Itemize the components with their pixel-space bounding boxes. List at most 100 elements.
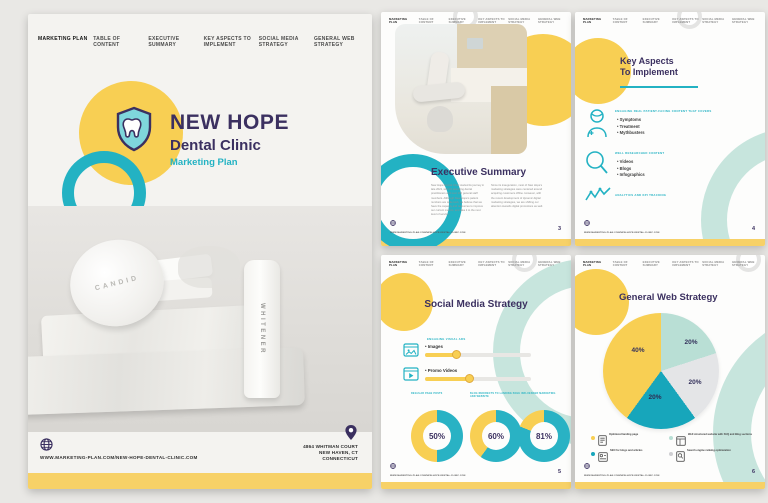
donut-chart-label: INFLUENCER MARKETING bbox=[521, 392, 556, 395]
nav-item-key-aspects[interactable]: KEY ASPECTS TO IMPLEMENT bbox=[478, 260, 505, 268]
nav-item-table-of-content[interactable]: TABLE OF CONTENT bbox=[93, 36, 121, 49]
web-strategy-pie-chart bbox=[603, 313, 719, 429]
tooth-shield-logo-icon bbox=[114, 106, 154, 157]
body-column-2: Since its inauguration, most of New Hope… bbox=[491, 184, 543, 208]
page-title: General Web Strategy bbox=[619, 292, 718, 303]
page-nav: MARKETING PLAN TABLE OF CONTENT EXECUTIV… bbox=[389, 17, 565, 25]
yellow-circle-decoration bbox=[575, 269, 629, 335]
nav-item-executive-summary[interactable]: EXECUTIVE SUMMARY bbox=[642, 260, 660, 268]
legend-item: Optimized landing page bbox=[591, 433, 667, 449]
nav-item-marketing-plan[interactable]: MARKETING PLAN bbox=[389, 17, 408, 25]
ad-type-label: • Images bbox=[425, 344, 443, 349]
slider-fill bbox=[425, 353, 457, 357]
nav-item-marketing-plan[interactable]: MARKETING PLAN bbox=[389, 260, 408, 268]
general-web-strategy-page: MARKETING PLAN TABLE OF CONTENT EXECUTIV… bbox=[575, 255, 765, 489]
yellow-circle-decoration bbox=[575, 38, 631, 104]
page-title: Executive Summary bbox=[431, 167, 527, 178]
nav-item-social-media[interactable]: SOCIAL MEDIA STRATEGY bbox=[508, 260, 531, 268]
doctor-icon bbox=[585, 108, 609, 143]
nav-item-executive-summary[interactable]: EXECUTIVE SUMMARY bbox=[448, 17, 466, 25]
nav-item-social-media[interactable]: SOCIAL MEDIA STRATEGY bbox=[702, 17, 725, 25]
address-line: 4864 WHITMAN COURT bbox=[303, 444, 358, 449]
nav-item-marketing-plan[interactable]: MARKETING PLAN bbox=[38, 36, 88, 42]
promo-videos-slider[interactable] bbox=[425, 374, 531, 384]
bottle-label: WHITENER bbox=[259, 303, 265, 355]
clinic-subtitle: Dental Clinic bbox=[170, 137, 261, 154]
seo-blog-icon bbox=[597, 449, 608, 467]
nav-item-table-of-content[interactable]: TABLE OF CONTENT bbox=[418, 260, 434, 268]
nav-item-social-media[interactable]: SOCIAL MEDIA STRATEGY bbox=[702, 260, 725, 268]
nav-item-key-aspects[interactable]: KEY ASPECTS TO IMPLEMENT bbox=[203, 36, 252, 49]
donut-chart-label: REGULAR PAGE POSTS bbox=[411, 392, 443, 395]
nav-item-table-of-content[interactable]: TABLE OF CONTENT bbox=[612, 260, 628, 268]
nav-item-executive-summary[interactable]: EXECUTIVE SUMMARY bbox=[148, 36, 180, 49]
active-nav-ring bbox=[736, 255, 762, 272]
nav-item-key-aspects[interactable]: KEY ASPECTS TO IMPLEMENT bbox=[672, 17, 699, 25]
footer-url[interactable]: WWW.MARKETING-PLAN.COM/NEW-HOPE-DENTAL-C… bbox=[584, 475, 660, 477]
images-slider[interactable] bbox=[425, 350, 531, 360]
title-underline bbox=[620, 86, 698, 88]
section-bullets: • Videos • Blogs • Infographics bbox=[617, 159, 645, 179]
footer-url[interactable]: WWW.MARKETING-PLAN.COM/NEW-HOPE-DENTAL-C… bbox=[390, 475, 466, 477]
bottom-accent-bar bbox=[381, 239, 571, 246]
legend-label: Search engine ranking optimization bbox=[687, 449, 731, 452]
cabinet bbox=[491, 86, 527, 154]
page-footer: WWW.MARKETING-PLAN.COM/NEW-HOPE-DENTAL-C… bbox=[584, 213, 660, 234]
nav-item-general-web[interactable]: GENERAL WEB STRATEGY bbox=[313, 36, 355, 49]
cover-page: MARKETING PLAN TABLE OF CONTENT EXECUTIV… bbox=[28, 14, 372, 489]
bullet-item: • Blogs bbox=[617, 165, 632, 171]
executive-summary-page: MARKETING PLAN TABLE OF CONTENT EXECUTIV… bbox=[381, 12, 571, 246]
location-pin-icon bbox=[344, 424, 358, 446]
section-heading: WELL RESEARCHED CONTENT bbox=[615, 151, 665, 155]
regular-posts-donut-chart bbox=[411, 410, 463, 462]
nav-item-executive-summary[interactable]: EXECUTIVE SUMMARY bbox=[448, 260, 466, 268]
bullet-item: • Symptoms bbox=[617, 117, 642, 122]
nav-item-general-web[interactable]: GENERAL WEB STRATEGY bbox=[537, 260, 561, 268]
address-line: CONNECTICUT bbox=[322, 456, 358, 461]
bottom-accent-bar bbox=[575, 482, 765, 489]
section-bullets: • Symptoms • Treatment • Mythbusters bbox=[617, 117, 645, 137]
magnifier-icon bbox=[585, 150, 609, 181]
globe-icon bbox=[584, 456, 590, 473]
nav-item-social-media[interactable]: SOCIAL MEDIA STRATEGY bbox=[258, 36, 299, 49]
slider-knob[interactable] bbox=[452, 350, 462, 360]
section-heading: ENGAGING REAL PATIENT-FACING CONTENT THA… bbox=[615, 109, 712, 113]
search-ranking-icon bbox=[675, 449, 685, 467]
nav-item-general-web[interactable]: GENERAL WEB STRATEGY bbox=[731, 17, 755, 25]
footer-url[interactable]: WWW.MARKETING-PLAN.COM/NEW-HOPE-DENTAL-C… bbox=[390, 232, 466, 234]
slider-knob[interactable] bbox=[465, 374, 475, 384]
nav-item-key-aspects[interactable]: KEY ASPECTS TO IMPLEMENT bbox=[672, 260, 699, 268]
ads-heading: ENGAGING VISUAL ADS bbox=[427, 337, 466, 341]
nav-item-general-web[interactable]: GENERAL WEB STRATEGY bbox=[537, 17, 561, 25]
footer-url[interactable]: WWW.MARKETING-PLAN.COM/NEW-HOPE-DENTAL-C… bbox=[584, 232, 660, 234]
page-number: 6 bbox=[751, 469, 755, 475]
legend-dot-mint bbox=[669, 435, 673, 440]
globe-icon bbox=[390, 456, 396, 473]
key-aspects-page: MARKETING PLAN TABLE OF CONTENT EXECUTIV… bbox=[575, 12, 765, 246]
nav-item-executive-summary[interactable]: EXECUTIVE SUMMARY bbox=[642, 17, 660, 25]
nav-item-table-of-content[interactable]: TABLE OF CONTENT bbox=[612, 17, 628, 25]
legend-dot-yellow bbox=[591, 435, 595, 440]
whitener-bottle: WHITENER bbox=[244, 260, 280, 398]
website-icon bbox=[675, 433, 686, 451]
nav-item-general-web[interactable]: GENERAL WEB STRATEGY bbox=[731, 260, 755, 268]
nav-item-social-media[interactable]: SOCIAL MEDIA STRATEGY bbox=[508, 17, 531, 25]
nav-item-key-aspects[interactable]: KEY ASPECTS TO IMPLEMENT bbox=[478, 17, 505, 25]
page-nav: MARKETING PLAN TABLE OF CONTENT EXECUTIV… bbox=[389, 260, 565, 268]
body-column-1: New Hope Dental Clinic started its journ… bbox=[431, 184, 485, 217]
bottom-accent-bar bbox=[381, 482, 571, 489]
page-number: 3 bbox=[557, 226, 561, 232]
globe-icon bbox=[584, 213, 590, 230]
nav-item-marketing-plan[interactable]: MARKETING PLAN bbox=[583, 17, 602, 25]
nav-item-marketing-plan[interactable]: MARKETING PLAN bbox=[583, 260, 602, 268]
page-number: 5 bbox=[557, 469, 561, 475]
nav-item-table-of-content[interactable]: TABLE OF CONTENT bbox=[418, 17, 434, 25]
blog-redirects-donut-chart bbox=[470, 410, 522, 462]
globe-icon bbox=[40, 438, 53, 456]
website-url[interactable]: WWW.MARKETING-PLAN.COM/NEW-HOPE-DENTAL-C… bbox=[40, 455, 198, 460]
clinic-address: 4864 WHITMAN COURT NEW HAVEN, CT CONNECT… bbox=[303, 444, 358, 462]
donut-value: 50% bbox=[428, 432, 445, 441]
address-line: NEW HAVEN, CT bbox=[318, 450, 358, 455]
line-chart-icon bbox=[585, 186, 611, 209]
mint-ring-decoration bbox=[701, 128, 765, 246]
